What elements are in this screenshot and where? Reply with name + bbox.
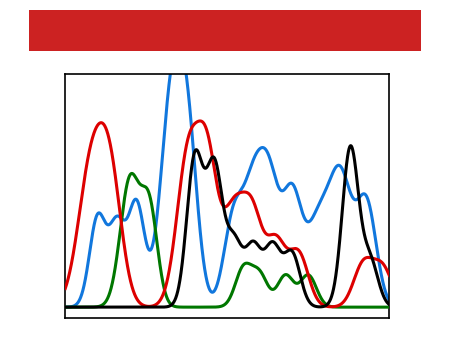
Text: Techniques of Molecular Biology: Techniques of Molecular Biology: [48, 19, 402, 38]
